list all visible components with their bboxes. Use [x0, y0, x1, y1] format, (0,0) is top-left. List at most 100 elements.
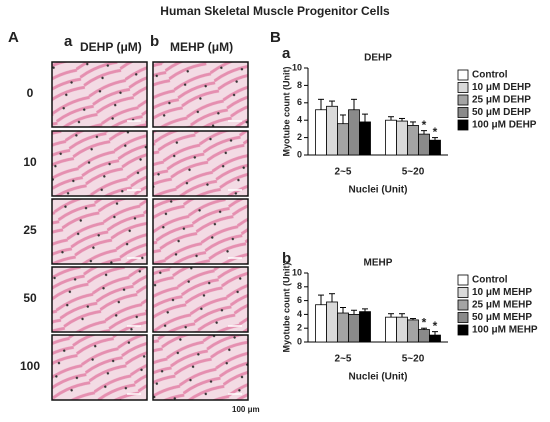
y-tick-label: 4 [297, 309, 302, 319]
legend-swatch [457, 107, 469, 118]
legend-swatch [457, 274, 469, 286]
legend-swatch [457, 299, 469, 311]
error-bar [318, 98, 324, 110]
error-bar [421, 327, 427, 330]
legend-swatch [457, 324, 469, 336]
legend-swatch [457, 119, 469, 131]
y-tick-label: 2 [297, 132, 302, 142]
chart-title: DEHP [364, 53, 392, 64]
micrograph [152, 130, 249, 197]
y-tick-label: 4 [297, 115, 302, 125]
panel-label: b [282, 250, 291, 267]
error-bar [410, 121, 416, 126]
bar [348, 109, 360, 156]
bar [429, 139, 441, 156]
error-bar [388, 116, 394, 121]
panel-label: a [282, 45, 291, 62]
error-bar [340, 307, 346, 314]
legend-label: 50 μM MEHP [472, 312, 532, 323]
bar [418, 329, 430, 343]
figure-title: Human Skeletal Muscle Progenitor Cells [160, 4, 390, 18]
legend-label: Control [472, 275, 508, 286]
legend-label: 10 μM MEHP [472, 287, 532, 298]
column-title: DEHP (μM) [80, 40, 142, 54]
row-label: 0 [27, 86, 34, 100]
bar [418, 133, 430, 156]
significance: * [433, 319, 438, 333]
legend-label: 25 μM DEHP [472, 95, 531, 106]
x-tick-label: 5~20 [402, 167, 425, 178]
micrograph [152, 266, 249, 333]
bar [396, 120, 408, 156]
column-title: MEHP (μM) [170, 40, 233, 54]
significance: * [422, 118, 427, 132]
error-bar [351, 98, 357, 110]
error-bar [410, 318, 416, 320]
bar [385, 316, 397, 343]
column-label: b [150, 33, 159, 50]
x-tick-label: 2~5 [335, 354, 352, 365]
bar [315, 304, 327, 343]
micrograph [152, 61, 249, 128]
legend-label: 50 μM DEHP [472, 107, 531, 118]
legend-swatch [457, 94, 469, 106]
bar [337, 312, 349, 343]
micrograph [51, 61, 148, 128]
panel-label: B [270, 29, 281, 46]
legend-label: 100 μM MEHP [472, 325, 538, 336]
error-bar [351, 309, 357, 315]
micrograph [51, 130, 148, 197]
bar [326, 105, 338, 156]
y-axis-label: Myotube count (Unit) [281, 263, 291, 353]
row-label: 10 [23, 155, 37, 169]
legend-label: 100 μM DEHP [472, 120, 537, 131]
panel-label: A [8, 29, 19, 46]
y-tick-label: 2 [297, 323, 302, 333]
error-bar [432, 331, 438, 336]
x-axis-label: Nuclei (Unit) [349, 185, 408, 196]
y-tick-label: 8 [297, 281, 302, 291]
y-tick-label: 10 [292, 267, 302, 277]
error-bar [388, 313, 394, 318]
y-tick-label: 6 [297, 295, 302, 305]
bar [359, 311, 371, 343]
y-tick-label: 0 [297, 336, 302, 346]
scale-bar-label: 100 μm [232, 405, 260, 414]
error-bar [399, 313, 405, 318]
legend-label: 25 μM MEHP [472, 300, 532, 311]
x-axis-label: Nuclei (Unit) [349, 372, 408, 383]
bar [337, 123, 349, 156]
micrograph [152, 334, 249, 401]
legend-swatch [457, 82, 469, 93]
micrograph [51, 266, 148, 333]
legend-swatch [457, 69, 469, 81]
bar [396, 316, 408, 343]
micrograph [51, 198, 148, 265]
y-tick-label: 6 [297, 97, 302, 107]
error-bar [318, 294, 324, 305]
bar [429, 334, 441, 343]
row-label: 25 [23, 223, 37, 237]
error-bar [432, 137, 438, 141]
significance: * [422, 315, 427, 329]
bar [348, 313, 360, 343]
significance: * [433, 125, 438, 139]
x-tick-label: 2~5 [335, 167, 352, 178]
micrograph [152, 198, 249, 265]
column-label: a [64, 33, 73, 50]
bar [315, 109, 327, 156]
bar [407, 319, 419, 343]
row-label: 50 [23, 291, 37, 305]
y-tick-label: 0 [297, 149, 302, 159]
bar [407, 125, 419, 156]
row-label: 100 [20, 359, 40, 373]
error-bar [362, 113, 368, 122]
error-bar [329, 100, 335, 107]
error-bar [340, 114, 346, 124]
y-tick-label: 8 [297, 80, 302, 90]
micrograph [51, 334, 148, 401]
legend-label: Control [472, 70, 508, 81]
error-bar [329, 293, 335, 302]
error-bar [399, 117, 405, 122]
